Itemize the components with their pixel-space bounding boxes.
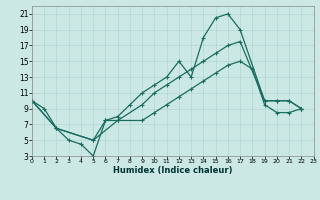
X-axis label: Humidex (Indice chaleur): Humidex (Indice chaleur) <box>113 166 233 175</box>
